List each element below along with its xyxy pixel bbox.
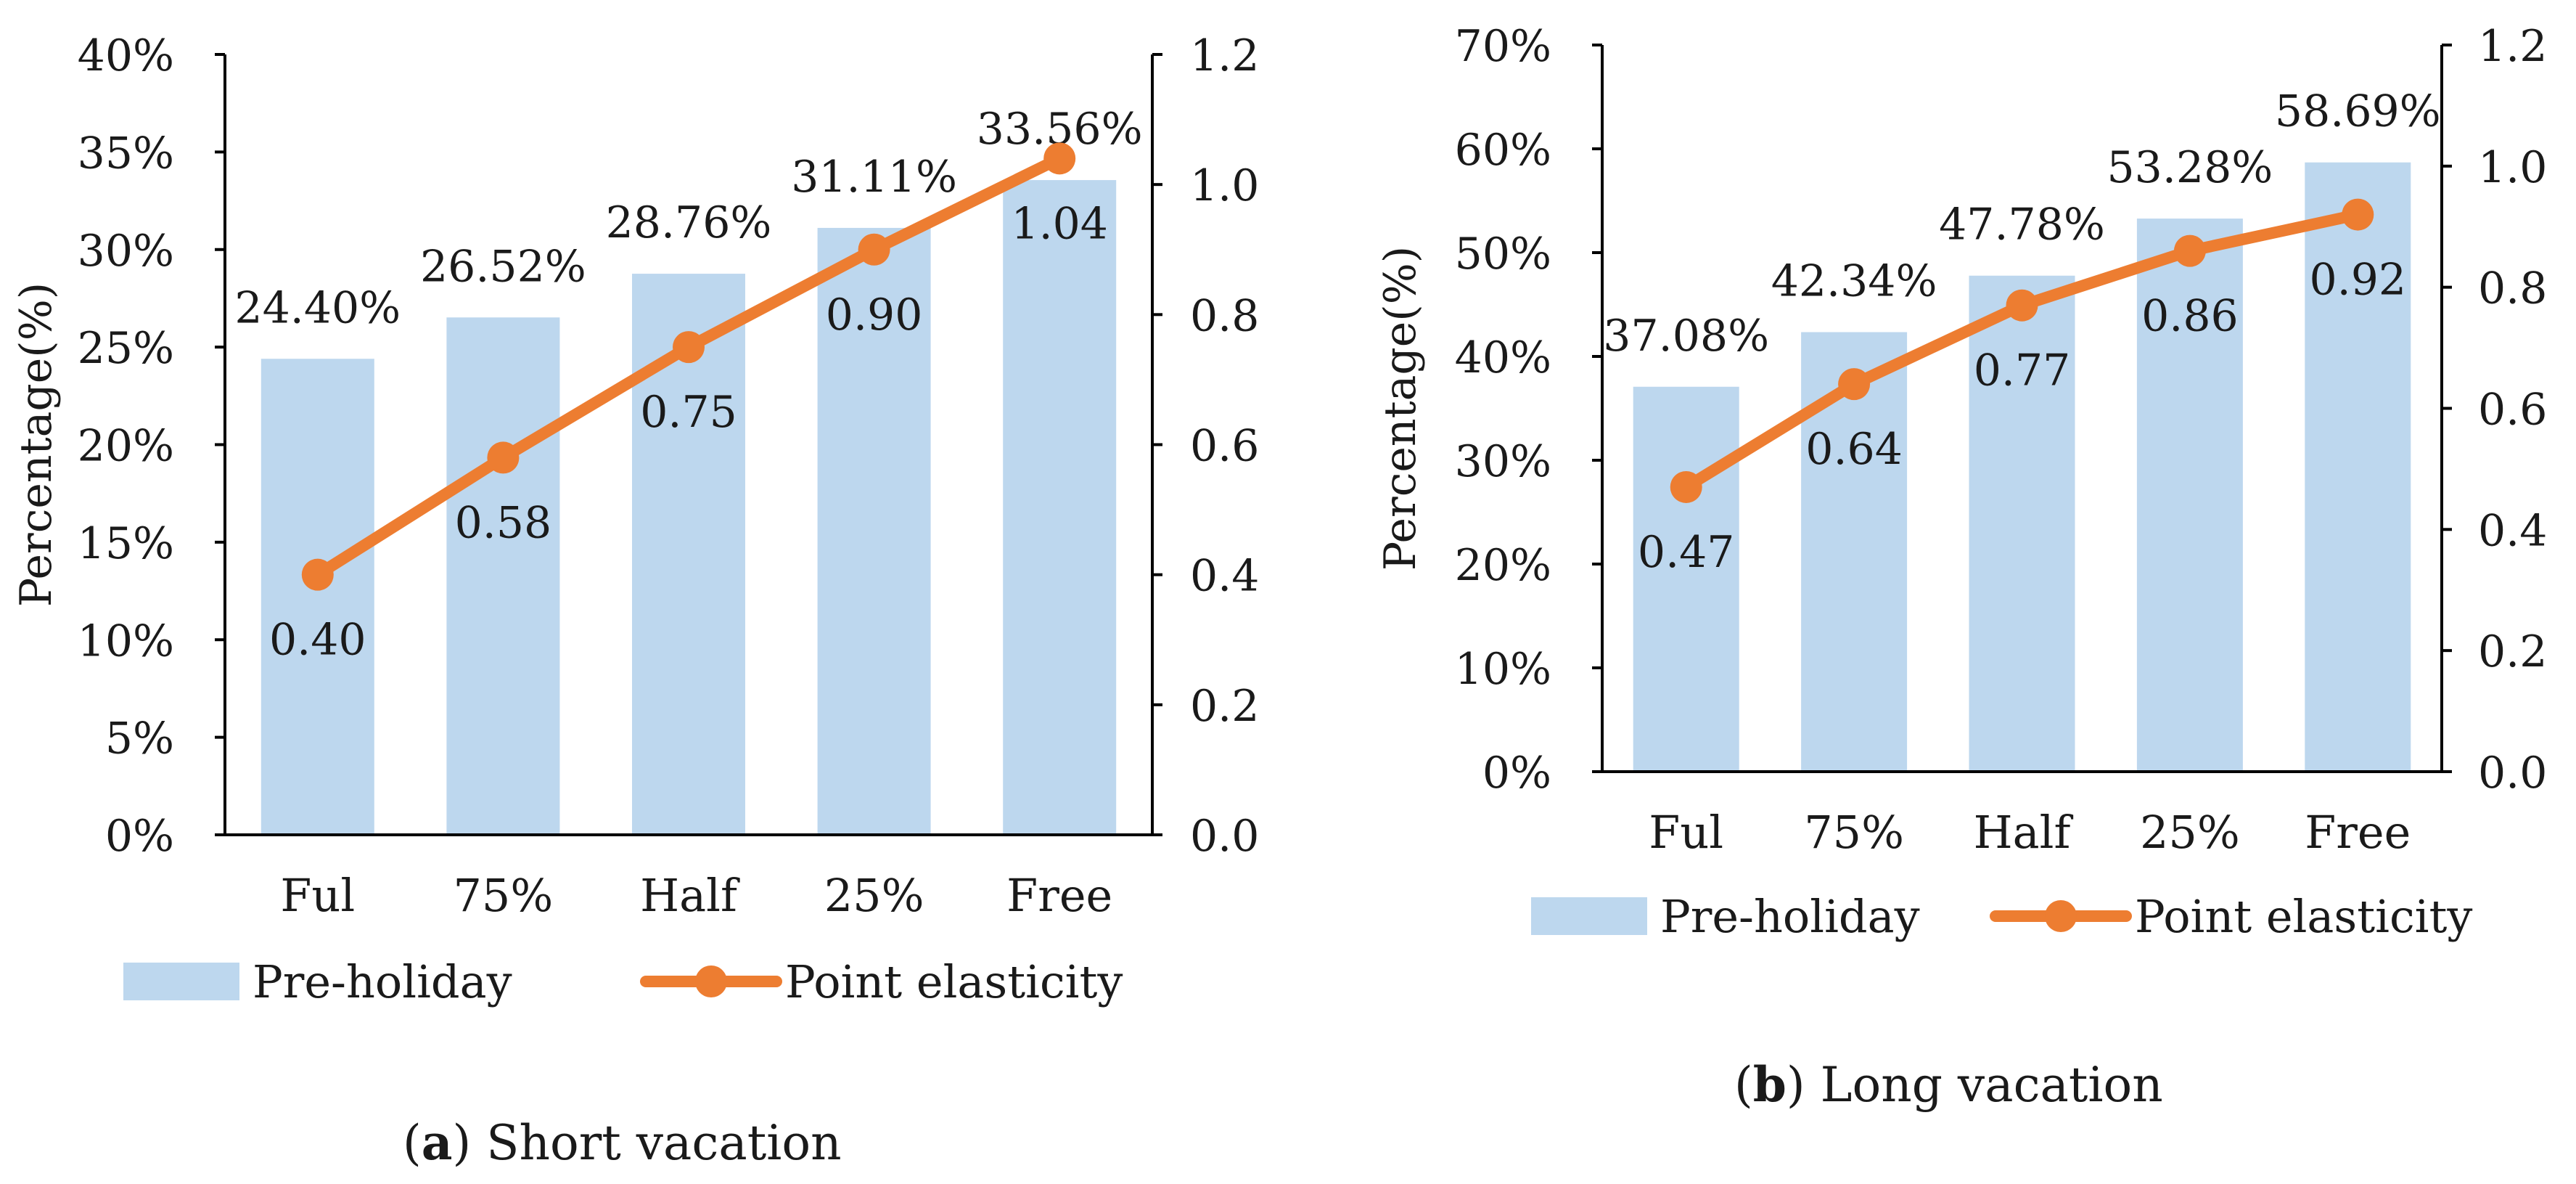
bar-0-0	[261, 359, 374, 835]
point-label-0-0: 0.40	[269, 615, 366, 666]
bar-label-1-0: 37.08%	[1603, 311, 1769, 362]
bar-1-2	[1969, 275, 2075, 772]
y-tick-label-right-0-3: 0.6	[1190, 421, 1259, 472]
y-tick-label-left-0-1: 5%	[105, 714, 174, 764]
point-label-0-3: 0.90	[826, 290, 923, 340]
bar-label-0-1: 26.52%	[420, 241, 586, 292]
bar-label-0-0: 24.40%	[234, 282, 401, 333]
x-tick-label-0-4: Free	[1006, 869, 1112, 922]
y-tick-label-right-1-2: 0.4	[2478, 505, 2547, 556]
y-tick-label-right-0-4: 0.8	[1190, 290, 1259, 341]
y-tick-label-left-1-0: 0%	[1482, 748, 1551, 799]
legend-label-line-1: Point elasticity	[2135, 890, 2472, 943]
bar-label-1-2: 47.78%	[1939, 200, 2105, 250]
y-tick-label-left-0-6: 30%	[78, 226, 174, 277]
line-point-0-1	[487, 441, 520, 474]
line-point-1-2	[2006, 289, 2038, 322]
y-axis-label-1: Percentage(%)	[1375, 246, 1426, 571]
y-tick-label-right-0-6: 1.2	[1190, 30, 1259, 81]
legend-swatch-point-1	[2045, 900, 2077, 932]
y-tick-label-right-1-3: 0.6	[2478, 385, 2547, 436]
caption-b: (b) Long vacation	[1734, 1056, 2163, 1113]
y-tick-label-right-0-1: 0.2	[1190, 681, 1259, 732]
y-tick-label-left-1-5: 50%	[1455, 229, 1551, 279]
caption-b-letter: b	[1752, 1056, 1787, 1113]
x-tick-label-0-2: Half	[640, 869, 740, 922]
y-tick-label-left-0-3: 15%	[78, 518, 174, 569]
point-label-1-3: 0.86	[2141, 291, 2239, 342]
y-tick-label-right-1-1: 0.2	[2478, 626, 2547, 677]
y-tick-label-left-1-6: 60%	[1455, 125, 1551, 176]
caption-a-text: Short vacation	[471, 1115, 842, 1171]
point-label-1-1: 0.64	[1805, 424, 1903, 475]
y-tick-label-left-1-1: 10%	[1455, 644, 1551, 695]
point-label-1-0: 0.47	[1638, 527, 1735, 578]
x-tick-label-1-3: 25%	[2140, 806, 2240, 859]
x-tick-label-1-1: 75%	[1804, 806, 1904, 859]
point-label-1-4: 0.92	[2310, 255, 2407, 306]
y-tick-label-left-1-4: 40%	[1455, 332, 1551, 383]
y-tick-label-right-0-5: 1.0	[1190, 160, 1259, 211]
line-point-1-0	[1670, 470, 1702, 503]
y-tick-label-right-1-4: 0.8	[2478, 264, 2547, 314]
y-tick-label-right-1-6: 1.2	[2478, 21, 2547, 72]
y-axis-label-0: Percentage(%)	[11, 282, 62, 607]
y-tick-label-left-1-3: 30%	[1455, 436, 1551, 487]
legend-label-bar-1: Pre-holiday	[1660, 890, 1920, 943]
bar-1-0	[1633, 386, 1739, 772]
line-point-1-4	[2342, 198, 2374, 231]
bar-0-4	[1003, 180, 1117, 835]
point-label-1-2: 0.77	[1974, 346, 2071, 396]
caption-b-text: Long vacation	[1805, 1057, 2163, 1113]
point-label-0-2: 0.75	[640, 387, 737, 438]
bar-label-0-3: 31.11%	[791, 152, 957, 203]
y-tick-label-left-0-7: 35%	[78, 128, 174, 179]
caption-a: (a) Short vacation	[403, 1114, 842, 1171]
y-tick-label-left-0-5: 25%	[78, 323, 174, 374]
y-tick-label-left-0-4: 20%	[78, 421, 174, 472]
x-tick-label-1-2: Half	[1974, 806, 2074, 859]
y-tick-label-right-0-0: 0.0	[1190, 811, 1259, 862]
bar-0-1	[446, 317, 560, 835]
y-tick-label-left-0-8: 40%	[78, 30, 174, 81]
bar-1-4	[2305, 162, 2411, 772]
x-tick-label-1-0: Ful	[1649, 806, 1723, 859]
y-tick-label-right-1-0: 0.0	[2478, 748, 2547, 799]
legend-label-bar-0: Pre-holiday	[253, 955, 512, 1008]
line-point-0-3	[858, 233, 890, 266]
y-tick-label-right-0-2: 0.4	[1190, 551, 1259, 602]
line-point-0-0	[301, 558, 334, 591]
bar-label-0-2: 28.76%	[606, 197, 772, 248]
legend-swatch-bar-1	[1531, 897, 1647, 935]
y-tick-label-left-1-2: 20%	[1455, 540, 1551, 591]
point-label-0-1: 0.58	[455, 497, 552, 548]
line-point-1-1	[1838, 368, 1871, 401]
line-point-1-3	[2173, 234, 2206, 267]
x-tick-label-0-0: Ful	[280, 869, 355, 922]
y-tick-label-left-1-7: 70%	[1455, 21, 1551, 72]
line-point-0-4	[1043, 142, 1076, 175]
x-tick-label-1-4: Free	[2305, 806, 2411, 859]
legend-swatch-bar-0	[123, 963, 239, 1000]
x-tick-label-0-1: 75%	[453, 869, 553, 922]
y-tick-label-left-0-2: 10%	[78, 616, 174, 666]
bar-1-3	[2136, 219, 2243, 772]
caption-a-letter: a	[421, 1114, 453, 1171]
legend-swatch-point-0	[695, 965, 727, 997]
bar-0-3	[817, 227, 931, 835]
bar-label-1-1: 42.34%	[1771, 256, 1937, 307]
bar-label-1-3: 53.28%	[2107, 142, 2273, 193]
x-tick-label-0-3: 25%	[824, 869, 924, 922]
y-tick-label-left-0-0: 0%	[105, 811, 174, 862]
line-point-0-2	[673, 331, 705, 364]
legend-label-line-0: Point elasticity	[785, 955, 1123, 1008]
y-tick-label-right-1-5: 1.0	[2478, 142, 2547, 193]
bar-label-1-4: 58.69%	[2275, 86, 2441, 137]
point-label-0-4: 1.04	[1011, 198, 1108, 249]
